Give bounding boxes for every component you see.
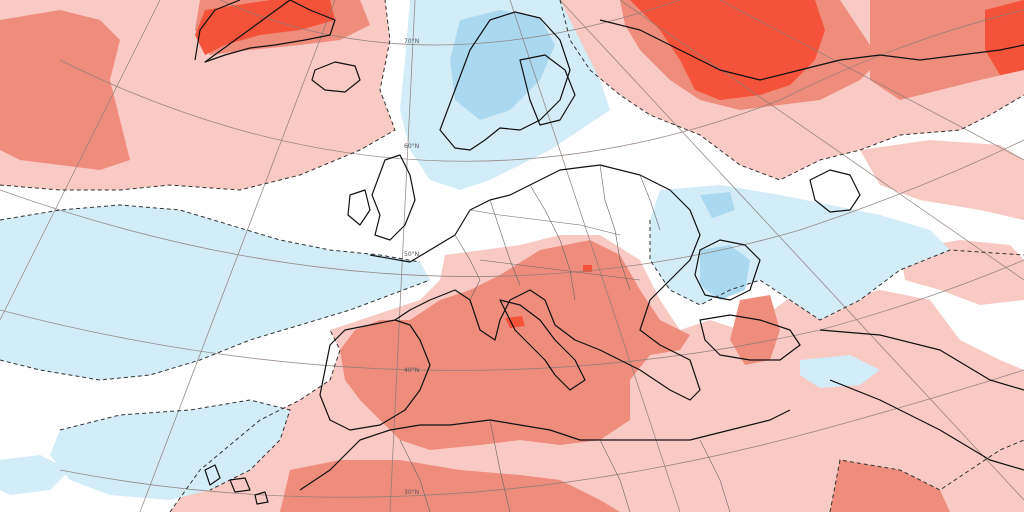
latitude-label-50: 50°N xyxy=(404,251,419,258)
black-sea-coast xyxy=(694,239,761,301)
coastlines xyxy=(194,0,1024,505)
arabia-coast xyxy=(819,329,1024,471)
latitude-label-70: 70°N xyxy=(404,38,419,45)
meridian-line xyxy=(389,0,416,512)
finland-coast xyxy=(519,54,576,126)
meridian-line xyxy=(619,0,1024,281)
north-africa-coast xyxy=(299,409,791,491)
greenland-coast xyxy=(194,0,336,63)
latitude-label-60: 60°N xyxy=(404,143,419,150)
latitude-line-50 xyxy=(0,139,1024,277)
meridian-line xyxy=(559,0,1024,501)
latitude-line-70 xyxy=(219,0,681,46)
latitude-line-60 xyxy=(59,9,1024,162)
latitude-labels: 70°N 60°N 50°N 40°N 30°N xyxy=(404,38,419,496)
italy-coast xyxy=(499,299,586,391)
meridian-line xyxy=(509,0,681,512)
warm-anomaly-strong-layer xyxy=(195,0,1024,328)
latitude-label-30: 30°N xyxy=(404,489,419,496)
europe-mainland-coast xyxy=(369,164,701,401)
british-isles-coast xyxy=(347,154,416,241)
meridian-line xyxy=(719,0,1024,161)
meridian-line xyxy=(0,0,161,321)
siberia-coast xyxy=(599,19,1024,81)
latitude-line-40 xyxy=(0,259,1024,371)
anatolia-coast xyxy=(699,314,801,361)
iberia-coast xyxy=(319,319,431,431)
latitude-label-40: 40°N xyxy=(404,367,419,374)
caribbean-islands-coast xyxy=(204,464,269,505)
meridian-line xyxy=(139,0,336,512)
caspian-coast xyxy=(809,169,861,213)
scandinavia-coast xyxy=(439,11,571,151)
country-borders xyxy=(399,164,731,512)
iceland-coast xyxy=(311,61,361,93)
